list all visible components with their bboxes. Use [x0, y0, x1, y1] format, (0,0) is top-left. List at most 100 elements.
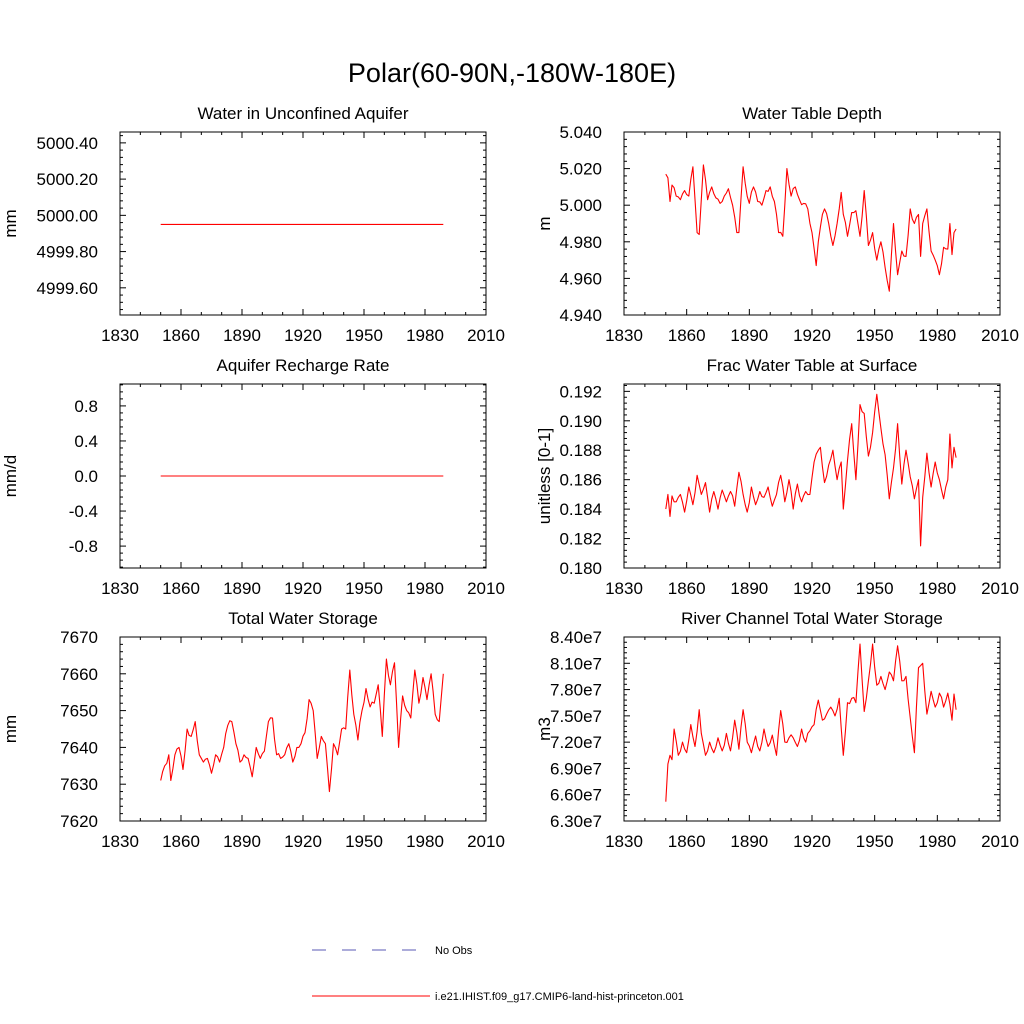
- y-tick-label: 7670: [60, 628, 98, 647]
- x-tick-label: 1830: [101, 579, 139, 598]
- x-tick-label: 1950: [856, 832, 894, 851]
- y-tick-label: 0.0: [74, 467, 98, 486]
- y-tick-label: 0.188: [559, 441, 602, 460]
- y-tick-label: 8.10e7: [550, 654, 602, 673]
- y-tick-label: 6.60e7: [550, 786, 602, 805]
- y-tick-label: 4.980: [559, 233, 602, 252]
- x-tick-label: 1920: [793, 579, 831, 598]
- y-tick-label: 7.50e7: [550, 707, 602, 726]
- x-tick-label: 1860: [668, 579, 706, 598]
- panel-title: Water Table Depth: [742, 104, 882, 123]
- x-tick-label: 1950: [856, 579, 894, 598]
- y-tick-label: 4999.80: [37, 243, 98, 262]
- x-tick-label: 1980: [406, 832, 444, 851]
- y-tick-label: 5.040: [559, 123, 602, 142]
- chart-panel: 1830 1860 1890 1920 1950 1980 2010 6.30e7 6.60e7…: [535, 609, 1019, 851]
- y-tick-label: 7650: [60, 702, 98, 721]
- plot-frame: [623, 636, 1001, 822]
- panels-container: 1830 1860 1890 1920 1950 1980 2010 4999.60 4999.…: [1, 104, 1019, 851]
- x-tick-label: 1890: [730, 579, 768, 598]
- y-tick-label: 0.4: [74, 432, 98, 451]
- x-tick-label: 1890: [730, 326, 768, 345]
- plot-frame: [119, 131, 487, 316]
- y-tick-label: 7660: [60, 665, 98, 684]
- y-tick-label: 0.8: [74, 397, 98, 416]
- y-tick-label: 7.20e7: [550, 733, 602, 752]
- y-tick-label: 0.184: [559, 500, 602, 519]
- x-tick-label: 2010: [467, 832, 505, 851]
- y-tick-label: 6.30e7: [550, 812, 602, 831]
- x-tick-label: 1920: [793, 326, 831, 345]
- x-tick-label: 1920: [284, 579, 322, 598]
- y-tick-label: 5000.20: [37, 170, 98, 189]
- plot-frame: [119, 636, 487, 822]
- x-tick-label: 1860: [162, 832, 200, 851]
- chart-panel: 1830 1860 1890 1920 1950 1980 2010 7620 7630 7640…: [1, 609, 505, 851]
- series-line: [665, 643, 957, 802]
- x-tick-label: 1860: [162, 579, 200, 598]
- legend-label-model: i.e21.IHIST.f09_g17.CMIP6-land-hist-prin…: [435, 991, 684, 1003]
- panel-title: Total Water Storage: [228, 609, 378, 628]
- x-tick-label: 1830: [605, 579, 643, 598]
- y-tick-label: 5000.40: [37, 134, 98, 153]
- y-tick-label: 4999.60: [37, 279, 98, 298]
- legend: No Obs i.e21.IHIST.f09_g17.CMIP6-land-hi…: [312, 945, 684, 1003]
- legend-label-no-obs: No Obs: [435, 945, 473, 957]
- y-tick-label: 5.020: [559, 160, 602, 179]
- y-axis-label: mm: [1, 715, 20, 743]
- x-tick-label: 1980: [406, 579, 444, 598]
- x-tick-label: 1860: [668, 326, 706, 345]
- y-axis-label: mm/d: [1, 455, 20, 498]
- x-tick-label: 1920: [284, 832, 322, 851]
- series-line: [665, 164, 957, 292]
- y-tick-label: 8.40e7: [550, 628, 602, 647]
- x-tick-label: 2010: [467, 326, 505, 345]
- panel-title: River Channel Total Water Storage: [681, 609, 943, 628]
- x-tick-label: 2010: [981, 326, 1019, 345]
- y-tick-label: 0.182: [559, 530, 602, 549]
- chart-panel: 1830 1860 1890 1920 1950 1980 2010 4.940 4.960 4.…: [535, 104, 1019, 345]
- y-axis-label: m: [535, 216, 554, 230]
- chart-panel: 1830 1860 1890 1920 1950 1980 2010 4999.60 4999.…: [1, 104, 505, 345]
- x-tick-label: 1980: [918, 832, 956, 851]
- y-tick-label: -0.4: [69, 502, 98, 521]
- chart-panel: 1830 1860 1890 1920 1950 1980 2010 -0.8 -0.4 0.0 0…: [1, 356, 505, 598]
- x-tick-label: 1890: [223, 579, 261, 598]
- x-tick-label: 1980: [918, 579, 956, 598]
- y-tick-label: 5000.00: [37, 206, 98, 225]
- panel-title: Frac Water Table at Surface: [707, 356, 918, 375]
- x-tick-label: 1980: [918, 326, 956, 345]
- x-tick-label: 1920: [284, 326, 322, 345]
- figure-title: Polar(60-90N,-180W-180E): [348, 58, 676, 88]
- x-tick-label: 1980: [406, 326, 444, 345]
- x-tick-label: 1830: [605, 326, 643, 345]
- x-tick-label: 1890: [730, 832, 768, 851]
- chart-panel: 1830 1860 1890 1920 1950 1980 2010 0.180 0.182 0.…: [535, 356, 1019, 598]
- x-tick-label: 1920: [793, 832, 831, 851]
- panel-title: Water in Unconfined Aquifer: [197, 104, 408, 123]
- y-axis-label: unitless [0-1]: [535, 428, 554, 524]
- y-tick-label: 7.80e7: [550, 681, 602, 700]
- plot-frame: [623, 131, 1001, 316]
- y-tick-label: 7640: [60, 738, 98, 757]
- x-tick-label: 2010: [981, 579, 1019, 598]
- x-tick-label: 1860: [668, 832, 706, 851]
- x-tick-label: 1890: [223, 832, 261, 851]
- x-tick-label: 1950: [345, 326, 383, 345]
- x-tick-label: 1950: [345, 832, 383, 851]
- x-tick-label: 1950: [856, 326, 894, 345]
- y-tick-label: 4.960: [559, 269, 602, 288]
- y-tick-label: 7620: [60, 812, 98, 831]
- y-tick-label: 5.000: [559, 196, 602, 215]
- series-line: [665, 393, 957, 547]
- panel-title: Aquifer Recharge Rate: [217, 356, 390, 375]
- x-tick-label: 1890: [223, 326, 261, 345]
- y-tick-label: 0.192: [559, 382, 602, 401]
- y-tick-label: 6.90e7: [550, 759, 602, 778]
- y-tick-label: 0.190: [559, 412, 602, 431]
- y-tick-label: -0.8: [69, 537, 98, 556]
- y-tick-label: 7630: [60, 775, 98, 794]
- x-tick-label: 1860: [162, 326, 200, 345]
- y-tick-label: 4.940: [559, 306, 602, 325]
